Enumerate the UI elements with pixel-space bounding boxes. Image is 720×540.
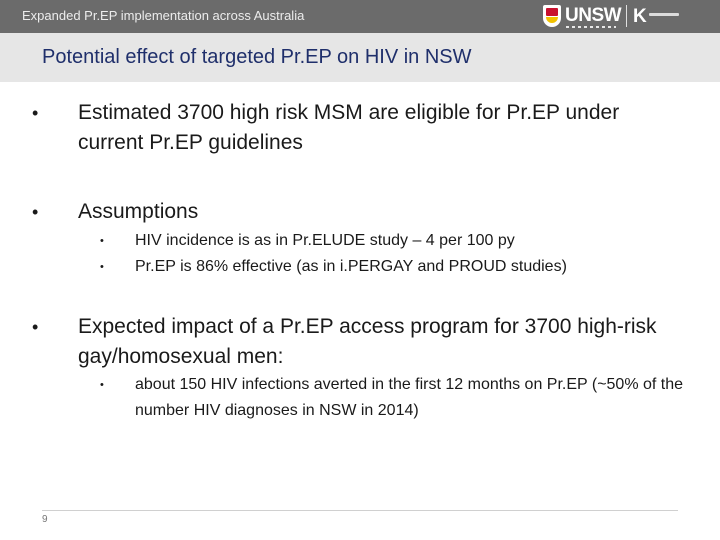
sub-bullet-text: about 150 HIV infections averted in the … xyxy=(135,376,684,419)
bullet-text: Assumptions xyxy=(78,200,199,223)
sub-bullet-text: Pr.EP is 86% effective (as in i.PERGAY a… xyxy=(135,258,567,275)
unsw-logo-subline xyxy=(566,26,616,28)
title-bar: Potential effect of targeted Pr.EP on HI… xyxy=(0,33,720,82)
slide-title: Potential effect of targeted Pr.EP on HI… xyxy=(42,46,472,68)
unsw-crest-icon xyxy=(543,5,561,27)
sub-bullet-infections-averted: • about 150 HIV infections averted in th… xyxy=(100,372,695,424)
footer-divider xyxy=(42,510,678,511)
kirby-logo-mark: K xyxy=(633,6,647,27)
sub-bullet-effectiveness: • Pr.EP is 86% effective (as in i.PERGAY… xyxy=(100,254,695,280)
bullet-text: Estimated 3700 high risk MSM are eligibl… xyxy=(78,101,620,154)
logo-group: UNSW K xyxy=(543,3,683,30)
bullet-text: Expected impact of a Pr.EP access progra… xyxy=(78,315,657,368)
sub-bullet-dot-icon: • xyxy=(100,379,104,391)
bullet-dot-icon: • xyxy=(32,317,39,337)
bullet-dot-icon: • xyxy=(32,103,39,123)
header-bar: Expanded Pr.EP implementation across Aus… xyxy=(0,0,720,33)
presentation-title: Expanded Pr.EP implementation across Aus… xyxy=(22,8,305,23)
bullet-expected-impact: • Expected impact of a Pr.EP access prog… xyxy=(32,312,678,372)
unsw-logo-text: UNSW xyxy=(565,5,622,26)
bullet-dot-icon: • xyxy=(32,202,39,222)
sub-bullet-incidence: • HIV incidence is as in Pr.ELUDE study … xyxy=(100,228,695,254)
sub-bullet-dot-icon: • xyxy=(100,261,104,273)
sub-bullet-text: HIV incidence is as in Pr.ELUDE study – … xyxy=(135,232,515,249)
bullet-eligible-msm: • Estimated 3700 high risk MSM are eligi… xyxy=(32,98,678,158)
bullet-assumptions: • Assumptions xyxy=(32,197,678,227)
logo-divider xyxy=(626,5,627,27)
kirby-logo-wordmark xyxy=(649,13,679,16)
sub-bullet-dot-icon: • xyxy=(100,235,104,247)
page-number: 9 xyxy=(42,514,48,525)
